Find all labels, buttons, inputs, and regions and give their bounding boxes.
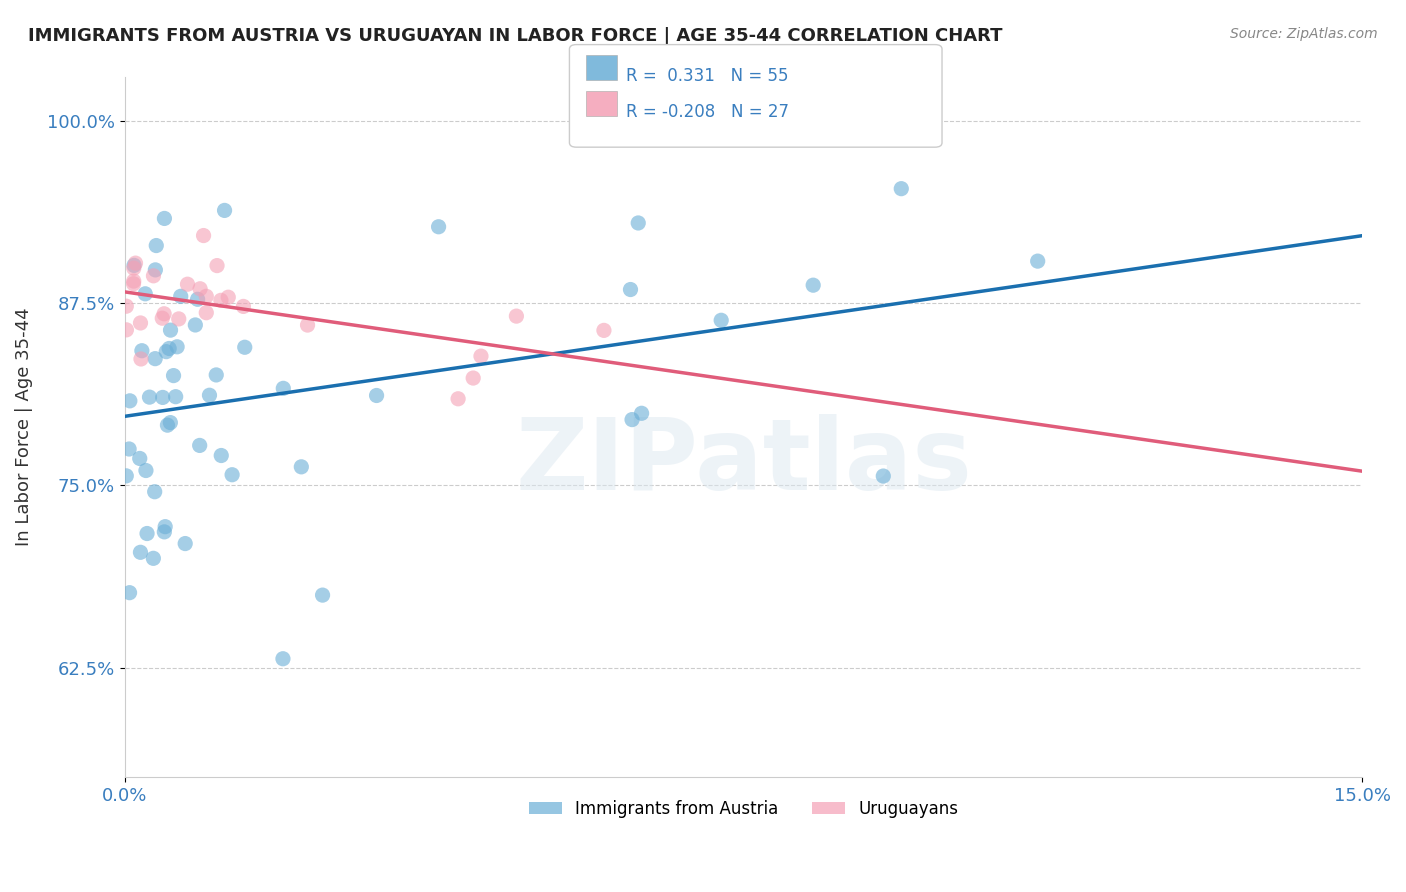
Point [198, 388, 221, 402]
Point [710, 313, 733, 327]
Point [297, 318, 319, 332]
Point [214, 203, 236, 218]
Point [447, 392, 470, 406]
Point [143, 484, 166, 499]
Point [118, 393, 141, 408]
Point [129, 545, 152, 559]
Point [217, 290, 239, 304]
Point [621, 412, 644, 426]
Point [150, 311, 173, 326]
Text: ZIPatlas: ZIPatlas [515, 414, 972, 510]
Point [153, 524, 176, 539]
Point [122, 277, 145, 291]
Point [153, 307, 176, 321]
Point [122, 261, 145, 276]
Point [188, 438, 211, 452]
Point [463, 371, 485, 385]
Point [205, 259, 228, 273]
Point [505, 309, 527, 323]
Point [366, 388, 388, 402]
Point [427, 219, 450, 234]
Point [145, 238, 167, 252]
Point [162, 368, 184, 383]
Point [890, 182, 912, 196]
Point [155, 344, 177, 359]
Text: R = -0.208   N = 27: R = -0.208 N = 27 [626, 103, 789, 120]
Point [176, 277, 198, 292]
Point [184, 318, 207, 332]
Point [271, 652, 294, 666]
Point [209, 449, 232, 463]
Point [470, 349, 492, 363]
Text: R =  0.331   N = 55: R = 0.331 N = 55 [626, 67, 789, 85]
Point [129, 316, 152, 330]
Point [152, 391, 174, 405]
Point [156, 418, 179, 433]
Point [1026, 254, 1049, 268]
Point [131, 343, 153, 358]
Point [619, 283, 641, 297]
Point [159, 416, 181, 430]
Point [134, 286, 156, 301]
Point [166, 340, 188, 354]
Point [188, 282, 211, 296]
Y-axis label: In Labor Force | Age 35-44: In Labor Force | Age 35-44 [15, 308, 32, 547]
Point [118, 442, 141, 456]
Point [174, 536, 197, 550]
Point [115, 468, 138, 483]
Point [205, 368, 228, 382]
Point [145, 263, 167, 277]
Point [142, 551, 165, 566]
Point [170, 289, 193, 303]
Point [142, 268, 165, 283]
Point [135, 463, 157, 477]
Point [157, 342, 180, 356]
Point [122, 274, 145, 288]
Point [115, 299, 138, 313]
Point [195, 289, 218, 303]
Point [232, 300, 254, 314]
Point [138, 390, 160, 404]
Point [311, 588, 333, 602]
Text: IMMIGRANTS FROM AUSTRIA VS URUGUAYAN IN LABOR FORCE | AGE 35-44 CORRELATION CHAR: IMMIGRANTS FROM AUSTRIA VS URUGUAYAN IN … [28, 27, 1002, 45]
Point [136, 526, 159, 541]
Point [221, 467, 243, 482]
Point [187, 293, 209, 307]
Point [290, 459, 312, 474]
Point [872, 469, 894, 483]
Point [167, 312, 190, 326]
Point [115, 323, 138, 337]
Point [143, 351, 166, 366]
Point [165, 390, 187, 404]
Point [128, 451, 150, 466]
Text: Source: ZipAtlas.com: Source: ZipAtlas.com [1230, 27, 1378, 41]
Point [129, 351, 152, 366]
Point [124, 256, 146, 270]
Point [195, 306, 218, 320]
Point [593, 323, 616, 337]
Point [153, 211, 176, 226]
Point [153, 519, 176, 533]
Point [122, 259, 145, 273]
Point [159, 323, 181, 337]
Point [193, 228, 215, 243]
Point [801, 278, 824, 293]
Point [233, 340, 256, 354]
Point [209, 293, 232, 308]
Point [627, 216, 650, 230]
Legend: Immigrants from Austria, Uruguayans: Immigrants from Austria, Uruguayans [522, 793, 965, 824]
Point [630, 406, 652, 420]
Point [271, 381, 294, 395]
Point [118, 585, 141, 599]
